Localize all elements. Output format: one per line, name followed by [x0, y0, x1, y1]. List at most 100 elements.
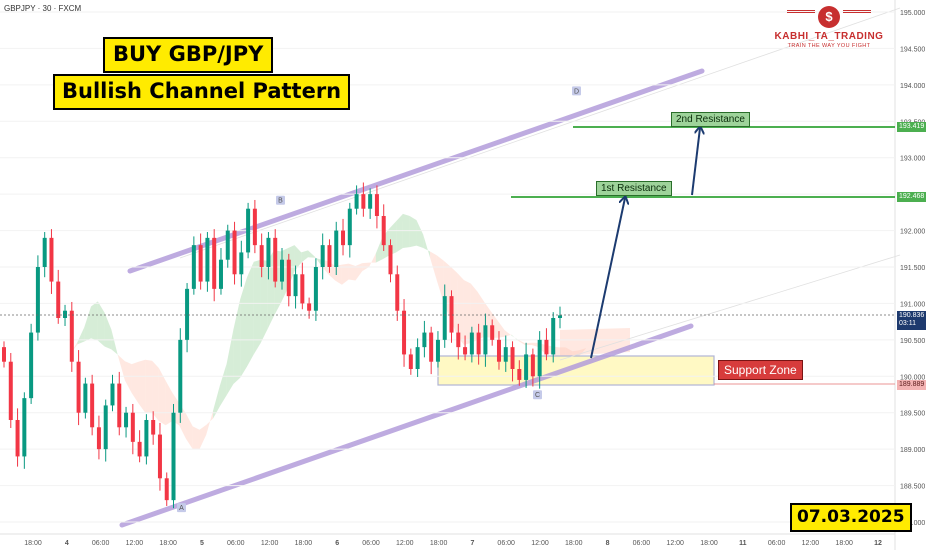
candle-body: [144, 420, 149, 457]
candle-body: [368, 194, 373, 209]
candle-body: [110, 383, 115, 406]
cloud-segment: [233, 299, 241, 385]
cloud-segment: [335, 264, 342, 285]
candle-body: [313, 267, 318, 311]
projection-arrows: [590, 128, 700, 359]
candle-body: [63, 310, 68, 318]
candle-body: [293, 274, 298, 297]
candle-body: [205, 237, 210, 282]
cloud-segment: [124, 361, 132, 393]
time-tick-label: 5: [200, 540, 204, 547]
price-tick-label: 195.000: [900, 10, 925, 17]
time-tick-label: 12:00: [396, 540, 414, 547]
time-tick-label: 12:00: [126, 540, 144, 547]
candle-body: [124, 412, 129, 428]
time-tick-label: 18:00: [835, 540, 853, 547]
res1-price-tag: 192.468: [897, 192, 927, 203]
candle-body: [49, 237, 54, 282]
price-tick-label: 191.500: [900, 265, 925, 272]
resistance-2-tag: 2nd Resistance: [671, 112, 750, 127]
candle-body: [381, 216, 386, 246]
current-price-tag: 190.836 03:11: [897, 311, 927, 330]
candle-body: [232, 230, 237, 275]
time-tick-label: 18:00: [565, 540, 583, 547]
cloud-segment: [63, 353, 71, 373]
candle-body: [239, 252, 244, 275]
candle-body: [469, 332, 474, 355]
price-axis[interactable]: 195.000194.500194.000193.500193.000192.5…: [900, 10, 925, 527]
cloud-segment: [430, 251, 437, 281]
bar-countdown: 03:11: [899, 320, 916, 328]
cloud-segment: [416, 220, 424, 249]
candle-body: [449, 296, 454, 333]
candle-body: [83, 383, 88, 413]
candle-body: [29, 332, 34, 399]
cloud-segment: [308, 250, 315, 258]
time-tick-label: 18:00: [159, 540, 177, 547]
time-tick-label: 12:00: [666, 540, 684, 547]
cloud-segment: [423, 234, 431, 258]
cloud-segment: [213, 385, 220, 419]
arrow-to-res1: [590, 198, 625, 359]
pivot-marker: [572, 86, 581, 96]
candle-body: [130, 412, 135, 442]
pivot-label: D: [574, 88, 579, 95]
candle-body: [496, 339, 501, 362]
candle-body: [327, 245, 332, 267]
candle-body: [456, 332, 461, 348]
candle-body: [117, 383, 122, 428]
right-wing-icon: [843, 10, 871, 23]
time-axis[interactable]: 18:00 4 06:00 12:00 18:00 5 06:00 12:00 18:00 6 06…: [24, 540, 882, 547]
dollar-coin-icon: $: [818, 6, 840, 28]
cloud-segment: [301, 250, 308, 263]
candle-body: [22, 398, 27, 457]
candle-body: [300, 274, 305, 304]
cloud-segment: [192, 426, 200, 450]
candle-body: [69, 310, 74, 362]
cloud-segment: [314, 256, 322, 266]
candlesticks: [2, 182, 562, 509]
pivot-labels: A B C D: [177, 86, 581, 513]
candle-body: [164, 478, 169, 501]
time-tick-label: 06:00: [768, 540, 786, 547]
candle-body: [442, 296, 447, 340]
price-tick-label: 192.000: [900, 229, 925, 236]
price-tick-label: 188.500: [900, 484, 925, 491]
pivot-marker: [177, 503, 186, 513]
time-tick-label: 06:00: [362, 540, 380, 547]
candle-body: [259, 245, 264, 267]
cloud-segment: [199, 424, 207, 450]
cloud-segment: [118, 354, 125, 381]
candle-body: [395, 274, 400, 311]
time-tick-label: 18:00: [430, 540, 448, 547]
price-tick-label: 189.500: [900, 411, 925, 418]
candle-body: [218, 259, 223, 289]
price-tick-label: 190.500: [900, 338, 925, 345]
candle-body: [422, 332, 427, 348]
candle-body: [266, 237, 271, 267]
cloud-segment: [145, 359, 153, 413]
title-pattern: Bullish Channel Pattern: [53, 74, 351, 110]
cloud-segment: [267, 250, 275, 330]
candle-body: [137, 441, 142, 457]
cloud-segment: [579, 348, 586, 356]
candle-body: [212, 237, 217, 289]
price-tick-label: 188.000: [900, 520, 925, 527]
current-price-value: 190.836: [899, 312, 925, 319]
candle-body: [76, 361, 81, 413]
support-zone-tag: Support Zone: [718, 360, 803, 380]
cloud-segment: [260, 259, 268, 344]
time-tick-label: 18:00: [295, 540, 313, 547]
cloud-segment: [131, 361, 139, 404]
cloud-segment: [531, 342, 539, 348]
cloud-segment: [524, 342, 532, 346]
candle-body: [517, 369, 522, 380]
candle-body: [483, 325, 488, 355]
brand-logo: $ KABHI_TA_TRADING TRAIN THE WAY YOU FIG…: [770, 6, 888, 49]
price-tick-label: 194.000: [900, 83, 925, 90]
cloud-segment: [226, 329, 234, 396]
cloud-segment: [457, 272, 464, 346]
cloud-segment: [138, 359, 146, 413]
time-tick-label: 06:00: [633, 540, 651, 547]
